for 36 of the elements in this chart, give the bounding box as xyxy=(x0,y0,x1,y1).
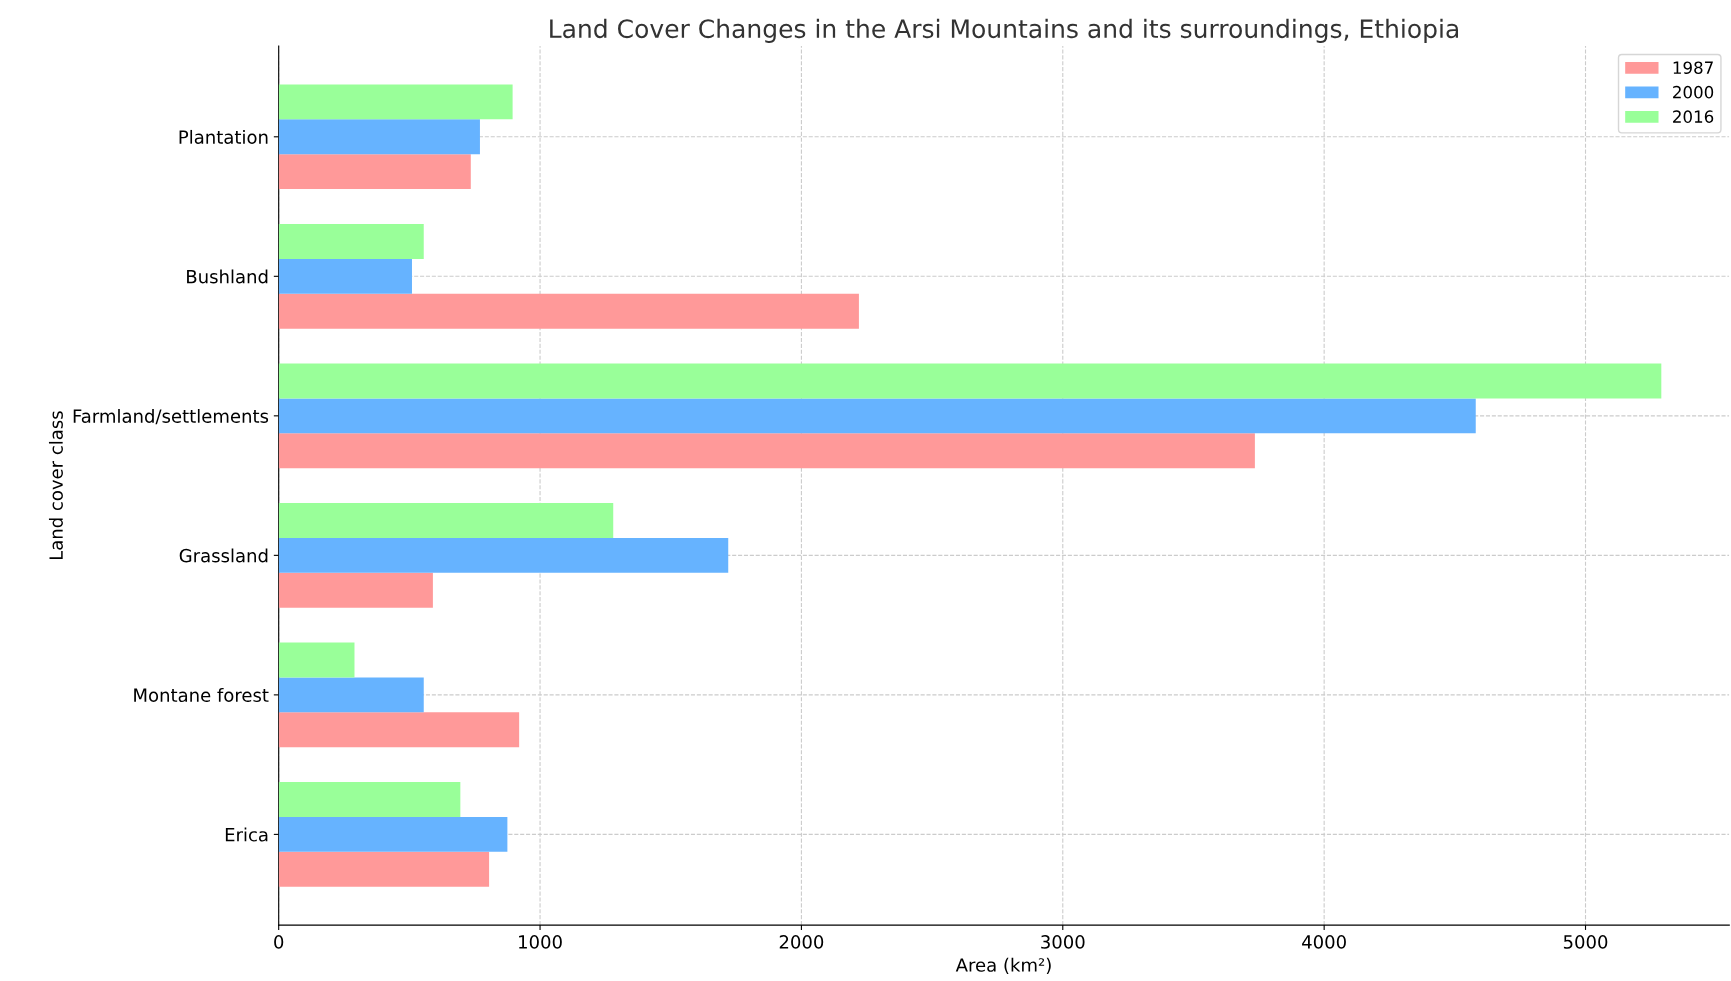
chart-title: Land Cover Changes in the Arsi Mountains and its surroundings, Ethiopia xyxy=(550,18,1459,43)
x-axis-title: Area (km²) xyxy=(955,957,1051,974)
bar xyxy=(278,642,355,678)
y-tick-label: Plantation xyxy=(179,129,268,144)
y-tick-label: Bushland xyxy=(187,269,268,284)
bar xyxy=(278,677,424,713)
x-tick-label: 0 xyxy=(274,935,284,949)
bar xyxy=(278,782,461,817)
bar xyxy=(278,503,614,538)
bar xyxy=(278,293,859,329)
bar xyxy=(278,816,508,852)
bar xyxy=(278,433,1255,469)
x-tick-label: 3000 xyxy=(1041,935,1085,949)
y-axis-title: Land cover class xyxy=(48,411,63,560)
bar xyxy=(278,119,480,155)
bar xyxy=(278,363,1662,399)
x-tick-label: 5000 xyxy=(1563,935,1608,949)
bar xyxy=(278,851,490,887)
bar xyxy=(278,84,513,120)
y-tick-label: Farmland/settlements xyxy=(73,408,269,425)
y-tick-label: Grassland xyxy=(179,548,268,563)
bar xyxy=(278,712,520,748)
y-tick-label: Erica xyxy=(225,827,268,842)
bar xyxy=(278,398,1476,434)
x-tick-label: 1000 xyxy=(519,935,562,949)
bar xyxy=(278,154,471,190)
bar xyxy=(278,223,424,259)
y-tick-label: Montane forest xyxy=(134,688,269,702)
bar xyxy=(278,572,433,608)
bar xyxy=(278,537,729,573)
x-tick-label: 2000 xyxy=(779,935,824,949)
legend-label: 2000 xyxy=(1673,85,1714,99)
legend-label: 2016 xyxy=(1673,110,1714,123)
bar xyxy=(278,258,412,294)
x-tick-label: 4000 xyxy=(1302,935,1346,949)
legend-label: 1987 xyxy=(1673,61,1713,75)
